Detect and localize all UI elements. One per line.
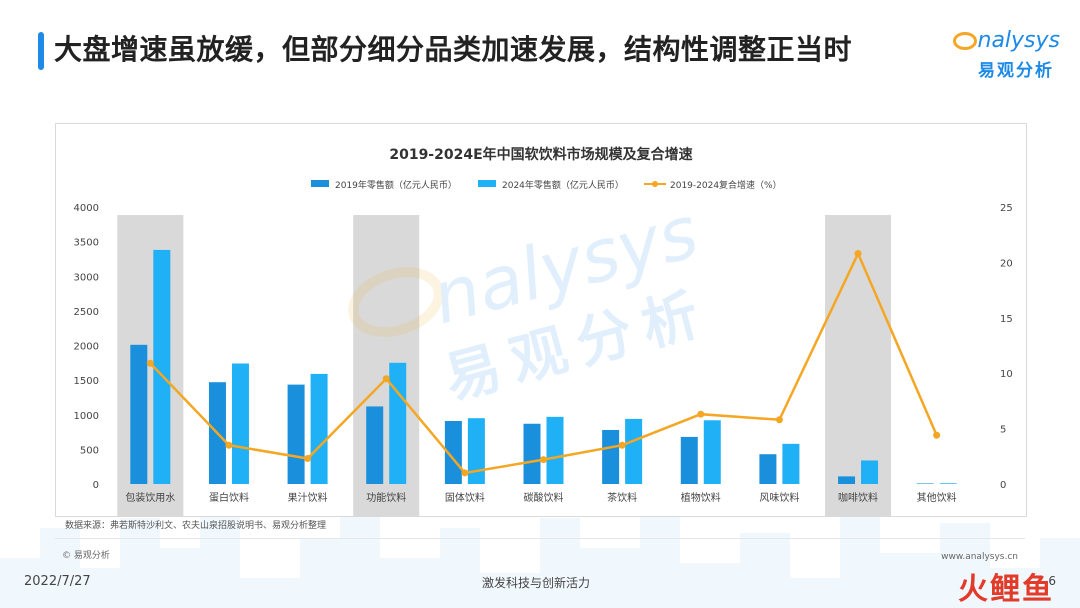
page-title: 大盘增速虽放缓，但部分细分品类加速发展，结构性调整正当时 (54, 33, 853, 66)
cagr-point (775, 416, 783, 424)
cagr-point (854, 250, 862, 258)
y-left-tick-label: 500 (80, 445, 99, 456)
website-link[interactable]: www.analysys.cn (941, 552, 1018, 562)
x-tick-label: 包装饮用水 (125, 491, 175, 504)
x-tick-label: 固体饮料 (445, 491, 485, 504)
logo-ring-icon (952, 32, 977, 50)
chart-svg: nalysys 易观分析 2019-2024E年中国软饮料市场规模及复合增速 2… (74, 146, 1013, 516)
bar-2024 (703, 420, 721, 484)
cagr-point (461, 469, 469, 477)
y-right-tick-label: 10 (1000, 369, 1013, 380)
cagr-point (304, 455, 312, 463)
bar-2024 (939, 483, 957, 484)
x-tick-label: 植物饮料 (681, 491, 721, 504)
bar-2024 (625, 418, 643, 484)
y-right-tick-label: 25 (1000, 203, 1013, 214)
y-left-tick-label: 3000 (74, 272, 99, 283)
x-tick-label: 其他饮料 (917, 491, 957, 504)
highlight-band (353, 215, 420, 516)
slogan: 激发科技与创新活力 (482, 576, 591, 590)
y-axis-right: 0 5 10 15 20 25 (1000, 203, 1013, 491)
bar-2019 (680, 436, 698, 484)
x-tick-label: 蛋白饮料 (209, 491, 249, 504)
highlight-band (825, 215, 892, 516)
y-left-tick-label: 4000 (74, 203, 99, 214)
title-accent-bar (38, 32, 44, 70)
chart-frame: nalysys 易观分析 2019-2024E年中国软饮料市场规模及复合增速 2… (55, 123, 1027, 517)
line-series (146, 250, 941, 477)
legend-swatch (478, 180, 496, 187)
legend-swatch-point (652, 181, 658, 187)
legend-swatch (311, 180, 329, 187)
data-source-note: 数据来源：弗若斯特沙利文、农夫山泉招股说明书、易观分析整理 (65, 521, 327, 531)
chart-title: 2019-2024E年中国软饮料市场规模及复合增速 (389, 146, 692, 163)
y-left-tick-label: 2500 (74, 307, 99, 318)
copyright: © 易观分析 (62, 551, 110, 561)
highlight-bands (117, 215, 892, 516)
legend-label: 2019年零售额（亿元人民币） (335, 179, 457, 191)
cagr-point (697, 410, 705, 418)
cagr-point (146, 359, 154, 367)
brand-logo-cn: 易观分析 (978, 61, 1054, 81)
bar-2019 (838, 476, 856, 484)
cagr-point (618, 441, 626, 449)
y-left-tick-label: 1000 (74, 411, 99, 422)
legend-label: 2019-2024复合增速（%） (670, 179, 782, 191)
y-left-tick-label: 2000 (74, 342, 99, 353)
bar-2024 (782, 443, 800, 484)
brand-logo: nalysys 易观分析 (946, 24, 1066, 81)
y-left-tick-label: 0 (93, 480, 99, 491)
x-tick-label: 碳酸饮料 (524, 491, 564, 504)
page-number: 6 (1048, 574, 1056, 588)
y-right-tick-label: 0 (1000, 480, 1006, 491)
y-left-tick-label: 3500 (74, 238, 99, 249)
bar-2019 (287, 384, 305, 484)
corner-logo-char: 鱼 (1022, 572, 1054, 607)
bar-series (130, 249, 957, 484)
bar-2019 (523, 423, 541, 484)
y-right-tick-label: 5 (1000, 425, 1006, 436)
bar-2019 (366, 406, 384, 484)
brand-logo-en: nalysys (952, 28, 1060, 53)
bar-2019 (602, 429, 620, 484)
y-right-tick-label: 20 (1000, 258, 1013, 269)
bar-2024 (861, 460, 879, 484)
chart-legend: 2019年零售额（亿元人民币） 2024年零售额（亿元人民币） 2019-2024复… (311, 179, 782, 191)
bar-2024 (310, 373, 328, 484)
cagr-point (933, 431, 941, 439)
x-tick-label: 咖啡饮料 (838, 491, 878, 504)
bar-2024 (231, 363, 249, 484)
bar-2019 (916, 483, 934, 484)
bar-2019 (130, 344, 148, 484)
cagr-point (540, 456, 547, 464)
y-right-tick-label: 15 (1000, 314, 1013, 325)
corner-logo-char: 鲤 (990, 572, 1022, 607)
bar-2024 (153, 249, 171, 484)
bar-2019 (444, 420, 462, 484)
footer-divider (55, 538, 1025, 539)
x-tick-label: 果汁饮料 (288, 491, 328, 504)
y-left-tick-label: 1500 (74, 376, 99, 387)
corner-logo: 火鲤鱼 (958, 564, 1054, 608)
bar-2024 (467, 418, 485, 484)
report-date: 2022/7/27 (24, 574, 91, 589)
bar-2019 (759, 454, 777, 484)
corner-logo-char: 火 (958, 572, 990, 607)
x-tick-label: 风味饮料 (759, 491, 799, 504)
city-skyline-background (0, 498, 1080, 608)
cagr-point (382, 375, 390, 383)
y-axis-left: 0 500 1000 1500 2000 2500 3000 3500 4000 (74, 203, 99, 491)
x-axis-labels: 包装饮用水 蛋白饮料 果汁饮料 功能饮料 固体饮料 碳酸饮料 茶饮料 植物饮料 风味饮料 咖啡饮料… (125, 491, 956, 504)
cagr-point (225, 441, 233, 449)
x-tick-label: 茶饮料 (607, 491, 637, 504)
legend-label: 2024年零售额（亿元人民币） (502, 179, 624, 191)
bar-2024 (389, 362, 407, 484)
x-tick-label: 功能饮料 (366, 491, 406, 504)
bar-2024 (546, 416, 564, 484)
